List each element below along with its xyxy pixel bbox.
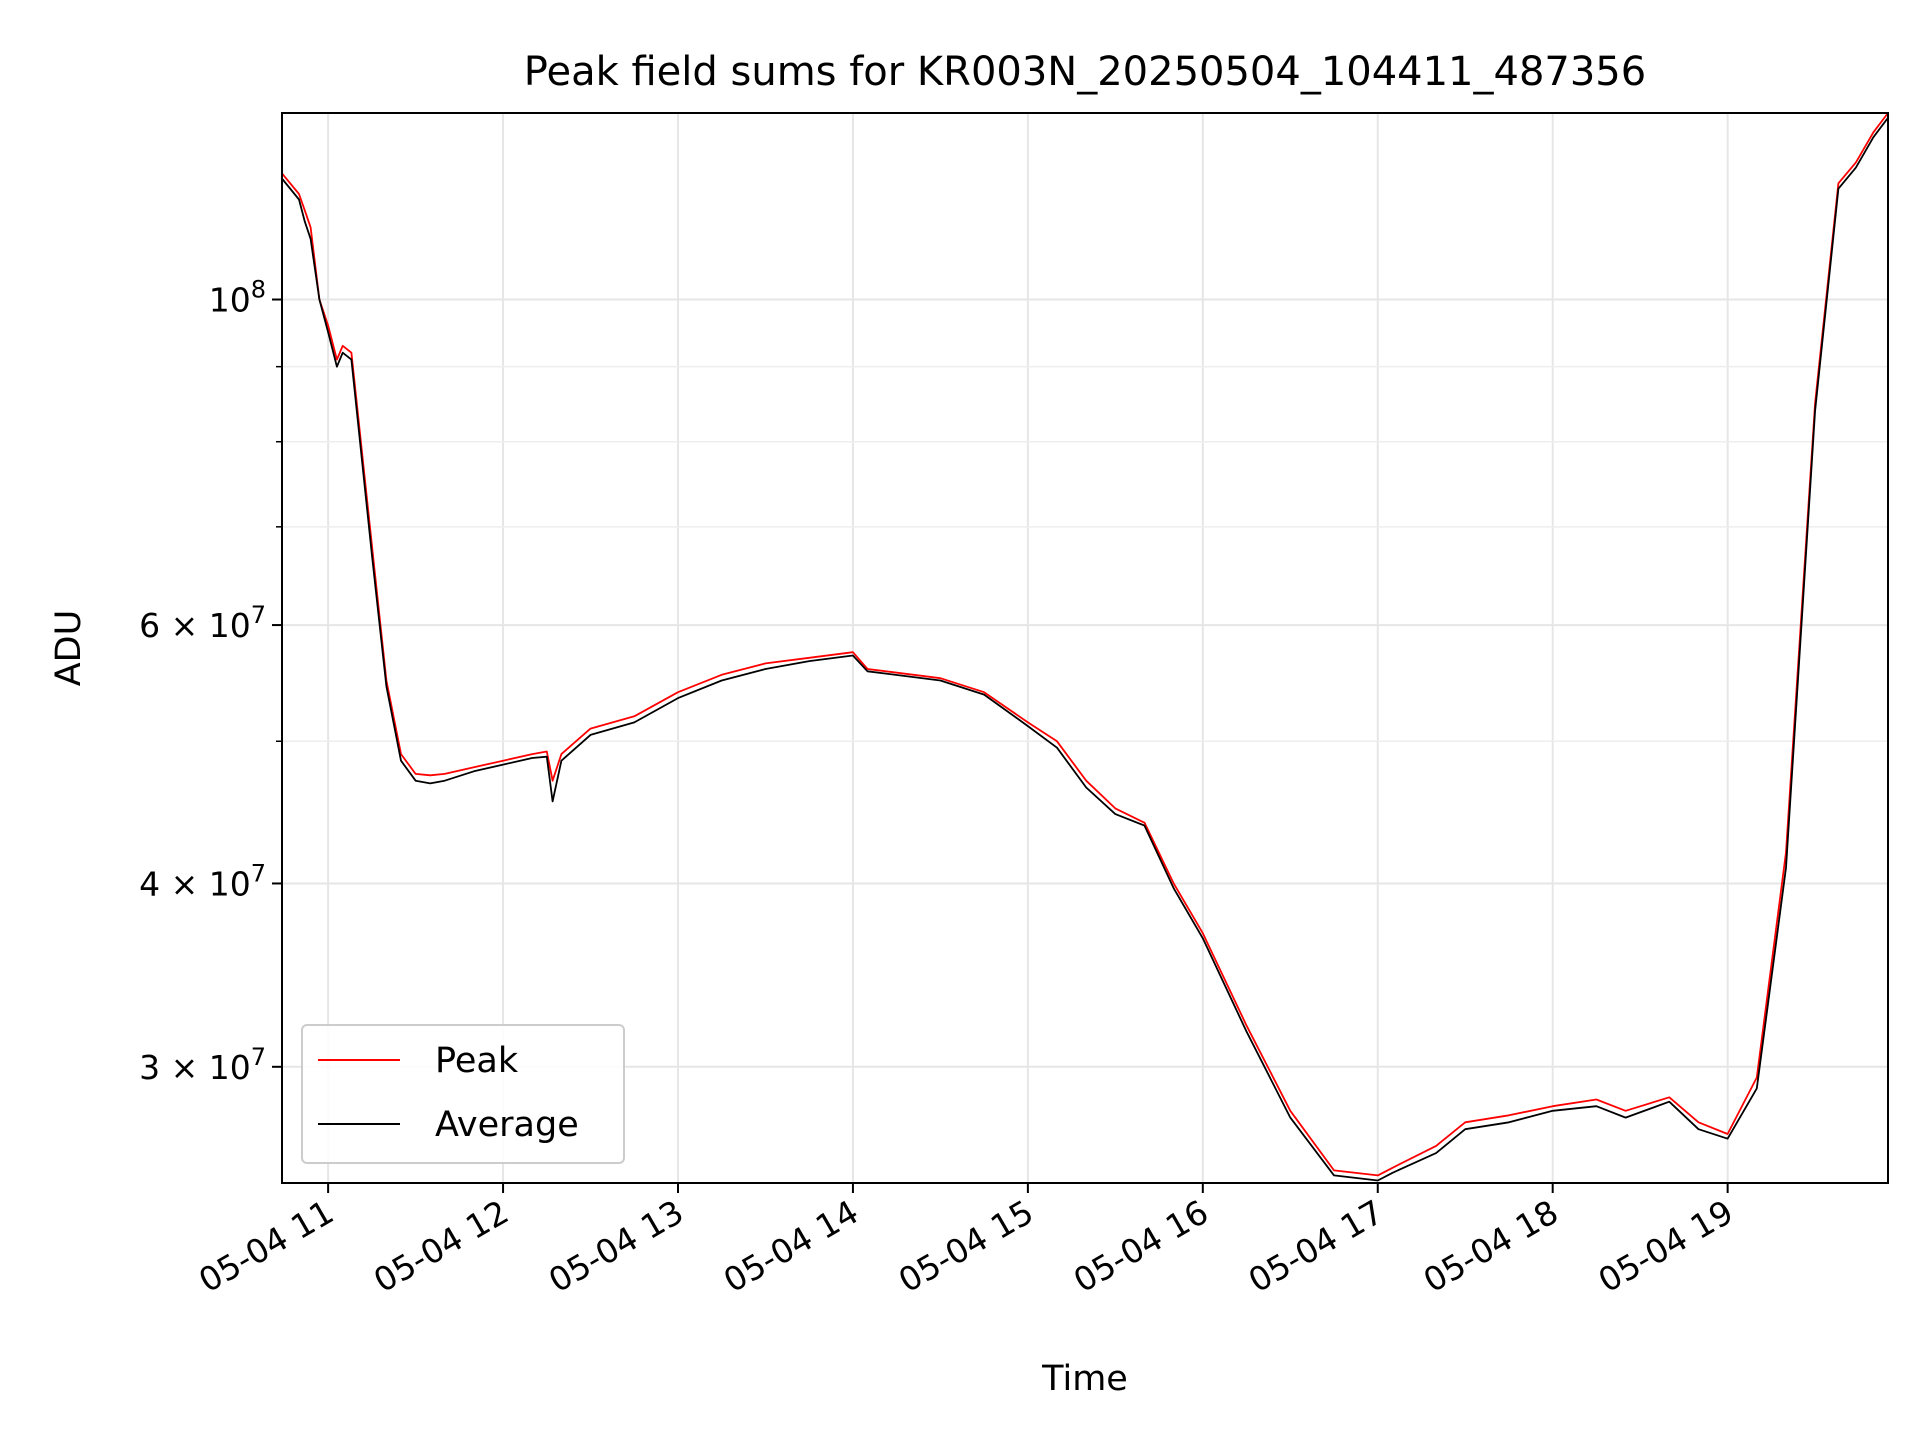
y-axis: 3 × 107 4 × 107 6 × 107 108 bbox=[139, 276, 282, 1087]
legend: Peak Average bbox=[301, 1024, 625, 1164]
grid bbox=[282, 113, 1888, 1183]
plot-frame bbox=[281, 112, 1889, 1184]
x-axis-label: Time bbox=[1041, 1359, 1128, 1399]
y-tick-label: 4 × 107 bbox=[139, 859, 266, 903]
legend-label-peak: Peak bbox=[435, 1041, 519, 1081]
legend-label-average: Average bbox=[435, 1105, 579, 1145]
series-lines bbox=[280, 112, 1889, 1182]
chart-title: Peak field sums for KR003N_20250504_1044… bbox=[524, 49, 1646, 95]
y-tick-label: 108 bbox=[209, 276, 266, 320]
series-line-average bbox=[280, 117, 1889, 1182]
y-tick-label: 3 × 107 bbox=[139, 1043, 266, 1087]
y-axis-label: ADU bbox=[49, 610, 89, 687]
y-tick-label: 6 × 107 bbox=[139, 601, 266, 645]
